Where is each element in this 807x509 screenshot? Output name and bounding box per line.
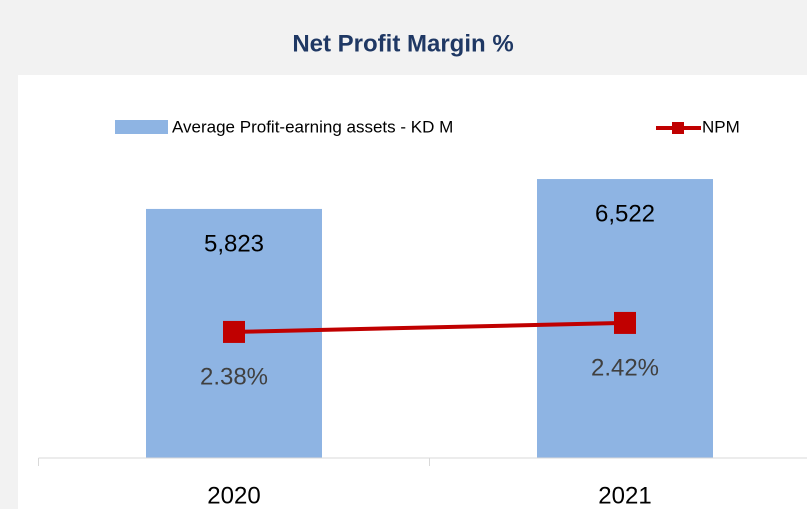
x-tick-label: 2021 bbox=[598, 482, 651, 509]
line-value-label: 2.42% bbox=[591, 354, 659, 381]
bar-value-label: 6,522 bbox=[595, 200, 655, 227]
legend-marker bbox=[672, 122, 684, 134]
legend-label: NPM bbox=[702, 117, 740, 136]
line-marker bbox=[223, 320, 245, 343]
line-marker bbox=[614, 311, 636, 334]
chart-title: Net Profit Margin % bbox=[292, 30, 513, 57]
x-tick-label: 2020 bbox=[207, 482, 260, 509]
legend-swatch bbox=[115, 120, 168, 134]
bar-value-label: 5,823 bbox=[204, 230, 264, 257]
line bbox=[233, 320, 626, 334]
line-value-label: 2.38% bbox=[200, 363, 268, 390]
legend-label: Average Profit-earning assets - KD M bbox=[172, 117, 453, 136]
